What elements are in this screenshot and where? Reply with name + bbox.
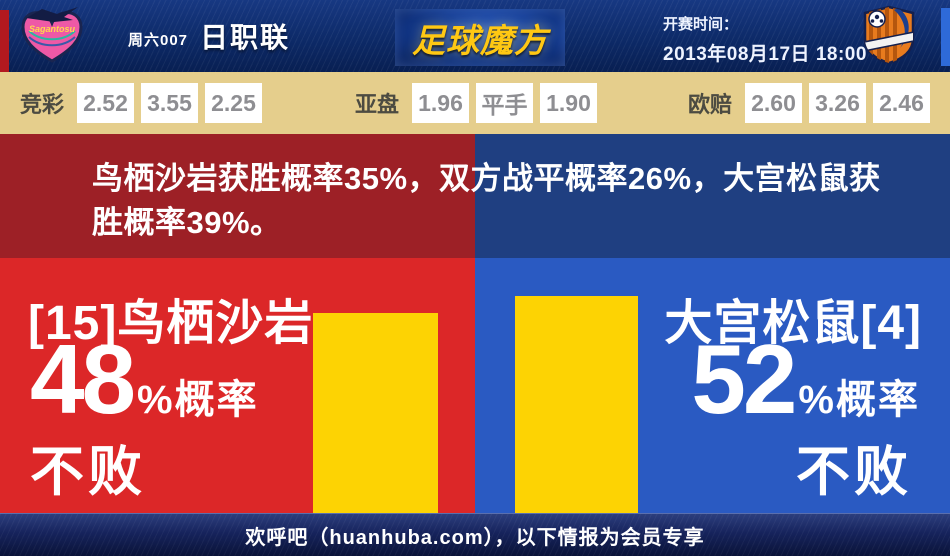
kickoff-info: 开赛时间： 2013年08月17日 18:00: [663, 13, 867, 66]
odds-bar: 竞彩 2.52 3.55 2.25 亚盘 1.96 平手 1.90 欧赔 2.6…: [0, 72, 950, 134]
away-percent-value: 52: [691, 324, 797, 434]
away-banner-strip: [475, 134, 950, 258]
odds-group-jingcai: 竞彩 2.52 3.55 2.25: [20, 72, 263, 134]
odds-value-box: 平手: [476, 83, 534, 123]
home-team-panel: [15]鸟栖沙岩 48 %概率 不败: [0, 134, 475, 513]
match-code: 周六007: [128, 31, 189, 49]
odds-value-box: 1.90: [540, 83, 598, 123]
odds-value-box: 3.55: [141, 83, 199, 123]
odds-group-oupei: 欧赔 2.60 3.26 2.46: [688, 72, 931, 134]
svg-text:Sagantosu: Sagantosu: [29, 24, 76, 34]
league-name: 日职联: [200, 22, 291, 53]
home-percent-value: 48: [30, 324, 136, 434]
away-result-text: 不败: [796, 442, 912, 502]
odds-group-yapan: 亚盘 1.96 平手 1.90: [355, 72, 598, 134]
away-panel-body: 大宫松鼠[4] 52 %概率 不败: [475, 258, 950, 513]
away-probability-bar: [515, 296, 638, 513]
home-panel-body: [15]鸟栖沙岩 48 %概率 不败: [0, 258, 475, 513]
home-banner-strip: [0, 134, 475, 258]
odds-value-box: 2.52: [77, 83, 135, 123]
right-blue-ribbon: [941, 8, 950, 66]
away-team-name: 大宫松鼠[4]: [664, 297, 922, 350]
odds-value-box: 1.96: [412, 83, 470, 123]
home-team-name: [15]鸟栖沙岩: [28, 297, 314, 350]
brand-logo: 足球魔方: [395, 9, 565, 66]
odds-label-jingcai: 竞彩: [20, 92, 65, 117]
footer-text: 欢呼吧（huanhuba.com），以下情报为会员专享: [245, 526, 705, 549]
home-percent-row: 48 %概率: [30, 330, 259, 428]
home-team-crest-icon: Sagantosu: [14, 5, 90, 70]
summary-text-line: 鸟栖沙岩获胜概率35%，双方战平概率26%，大宫松鼠获: [92, 161, 881, 196]
away-team-crest-icon: [860, 4, 918, 71]
home-probability-bar: [313, 313, 438, 513]
home-result-text: 不败: [30, 442, 146, 502]
match-meta: 周六007 日职联: [128, 0, 290, 72]
brand-logo-text: 足球魔方: [412, 21, 548, 59]
prediction-area: [15]鸟栖沙岩 48 %概率 不败 大宫松鼠[4] 52 %概率 不败: [0, 134, 950, 513]
odds-value-box: 3.26: [809, 83, 867, 123]
odds-value-box: 2.25: [205, 83, 263, 123]
away-percent-label: %概率: [798, 378, 920, 422]
left-red-ribbon: [0, 10, 9, 72]
home-percent-label: %概率: [137, 378, 259, 422]
kickoff-label: 开赛时间：: [663, 16, 739, 33]
summary-text-line: 胜概率39%。: [92, 205, 282, 240]
kickoff-time: 2013年08月17日 18:00: [663, 44, 867, 65]
odds-value-box: 2.46: [873, 83, 931, 123]
odds-label-yapan: 亚盘: [355, 92, 400, 117]
footer-bar: 欢呼吧（huanhuba.com），以下情报为会员专享: [0, 513, 950, 556]
odds-label-oupei: 欧赔: [688, 92, 733, 117]
away-percent-row: 52 %概率: [691, 330, 920, 428]
away-team-panel: 大宫松鼠[4] 52 %概率 不败: [475, 134, 950, 513]
match-header: Sagantosu 周六007 日职联 足球魔方 开赛时间： 2013年08月1…: [0, 0, 950, 72]
odds-value-box: 2.60: [745, 83, 803, 123]
prediction-summary: 鸟栖沙岩获胜概率35%，双方战平概率26%，大宫松鼠获 胜概率39%。: [92, 157, 882, 245]
